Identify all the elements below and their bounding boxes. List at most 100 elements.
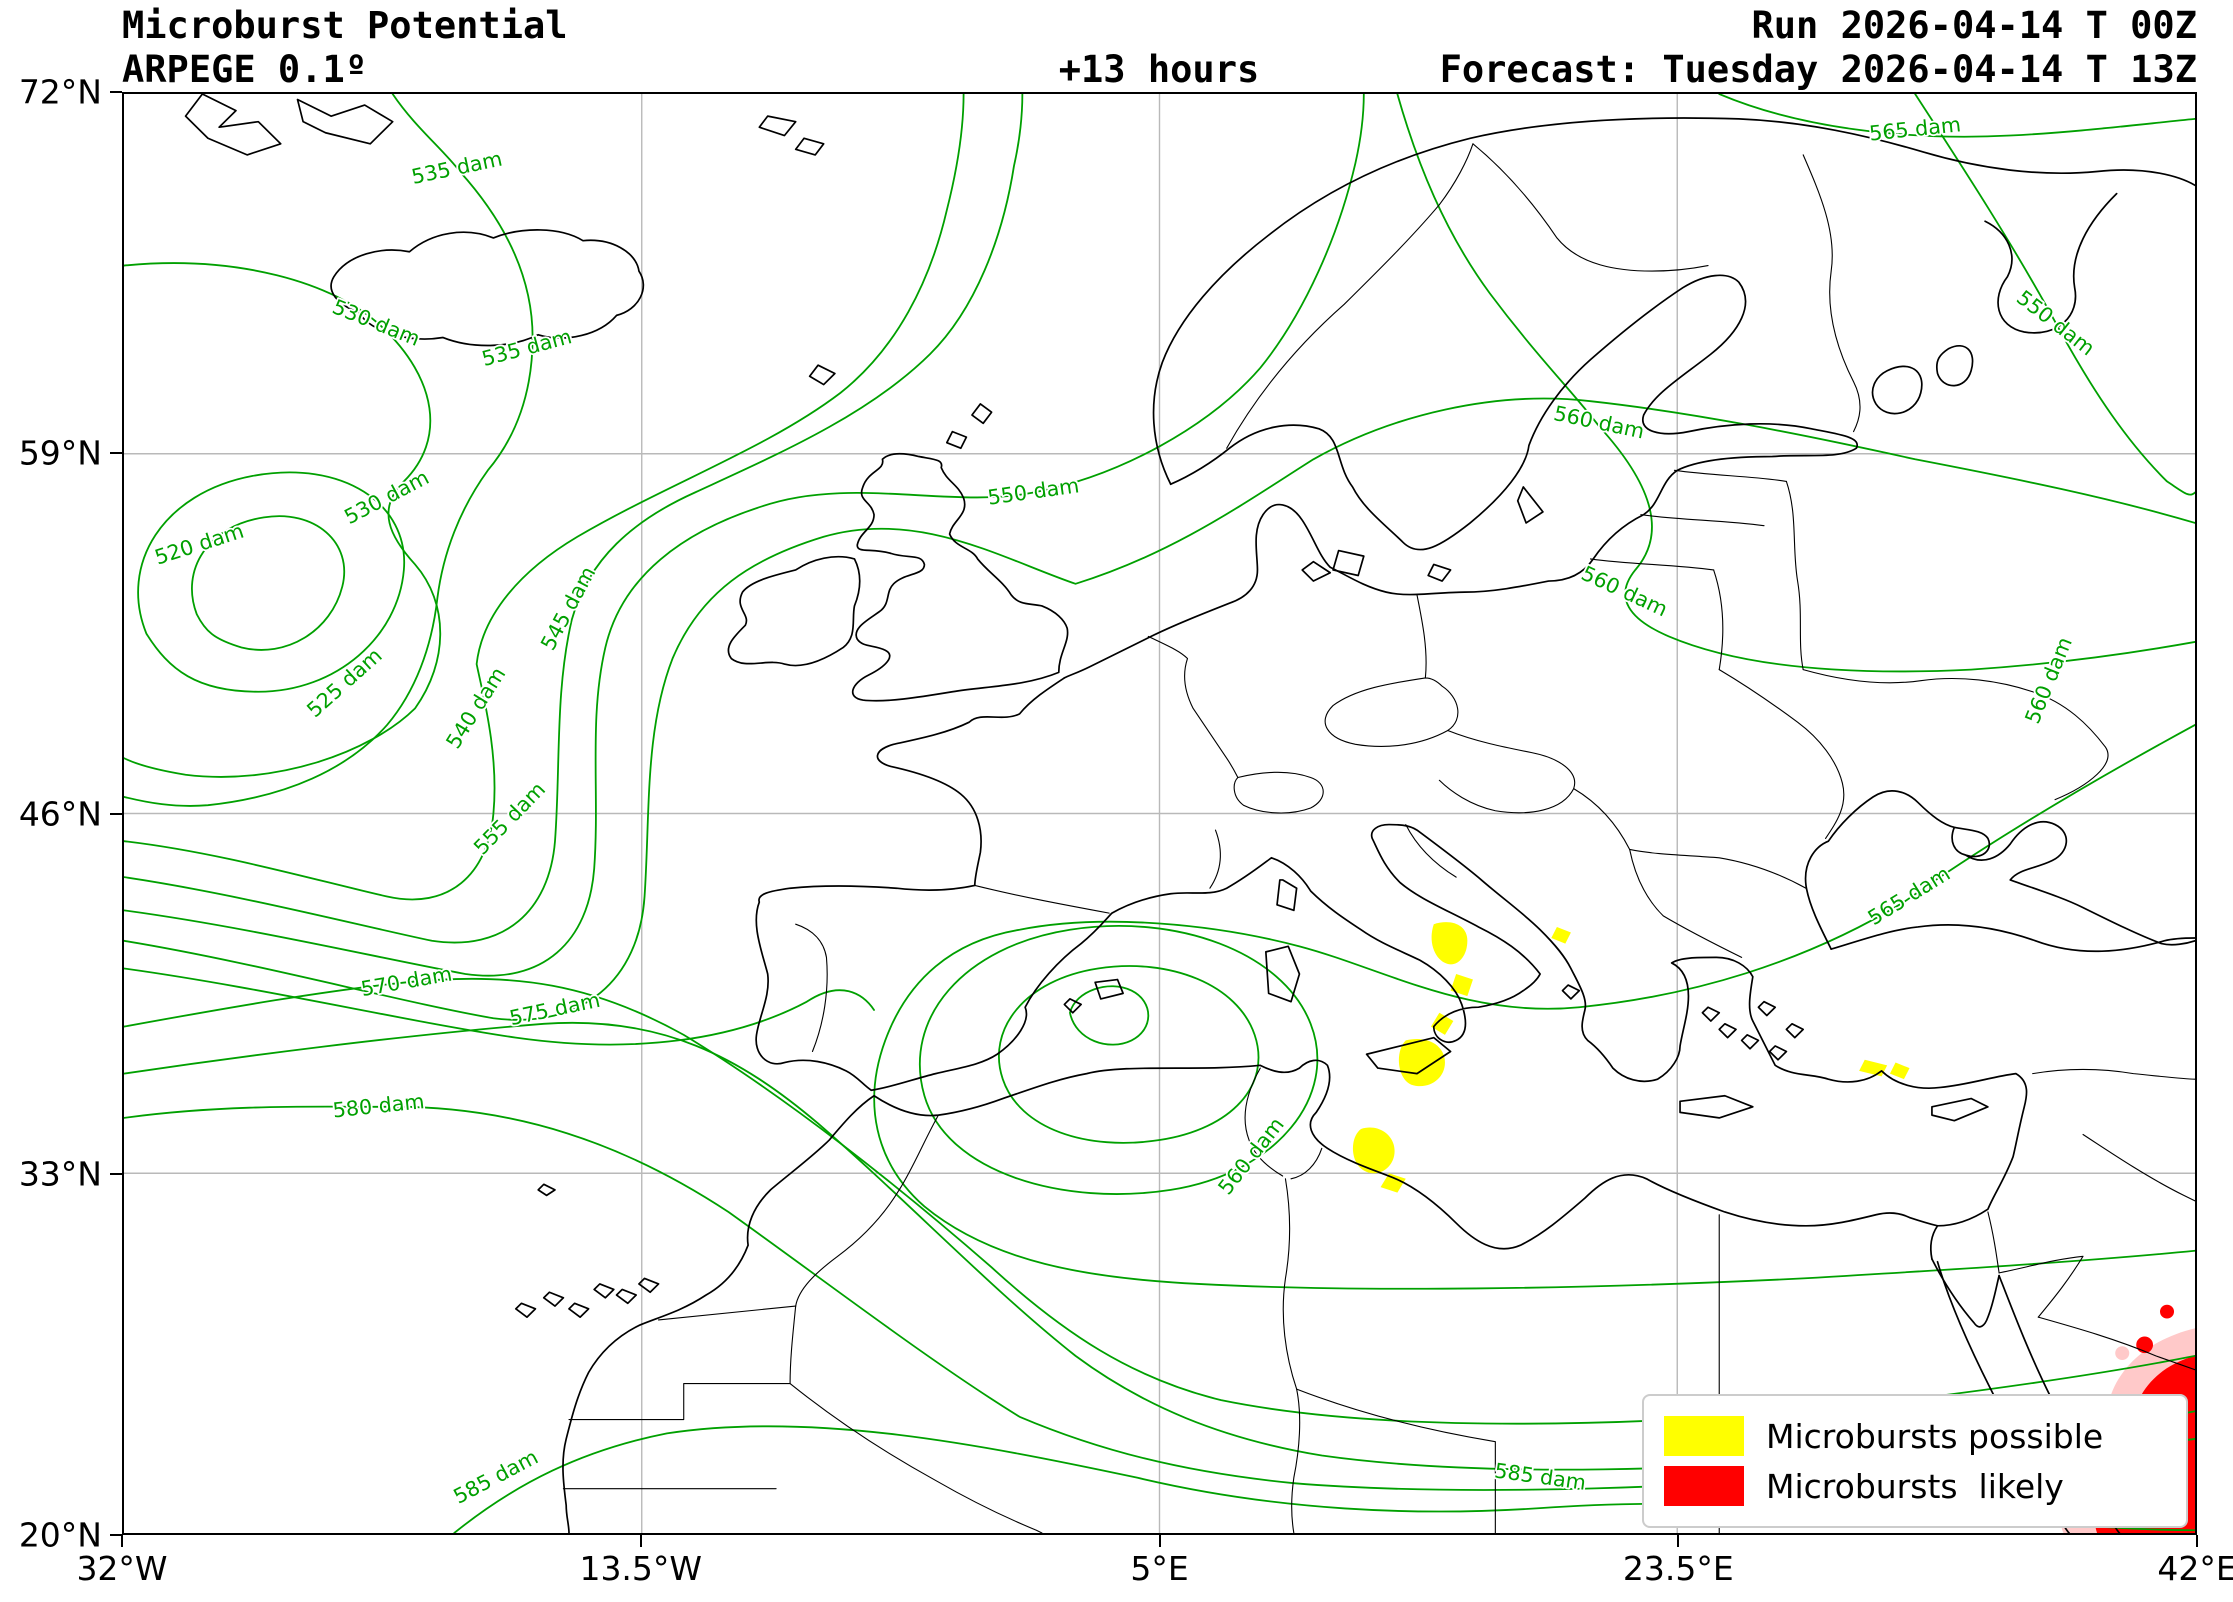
contour-med-inner xyxy=(1070,986,1148,1044)
y-tick-mark xyxy=(110,812,122,815)
contour-540 xyxy=(124,94,964,899)
x-tick-mark xyxy=(121,1535,123,1547)
gotland-coast xyxy=(1518,487,1543,523)
greenland-coast xyxy=(186,94,281,155)
borders-layer xyxy=(563,144,2195,1533)
y-tick-mark xyxy=(110,451,122,454)
x-tick-label: 42°E xyxy=(2157,1549,2233,1588)
ireland-coast xyxy=(728,557,859,666)
x-tick-label: 32°W xyxy=(76,1549,168,1588)
forecast-time-label: Forecast: Tuesday 2026-04-14 T 13Z xyxy=(1439,48,2197,91)
possible-color-swatch xyxy=(1664,1416,1744,1456)
lead-time-label: +13 hours xyxy=(1058,48,1260,91)
grid-layer xyxy=(124,94,2195,1533)
page-title: Microburst Potential xyxy=(122,4,568,47)
y-tick-label: 46°N xyxy=(18,794,102,833)
contour-560-north xyxy=(1397,94,2195,671)
contour-label: 585 dam xyxy=(449,1445,542,1509)
lake-onega xyxy=(1937,346,1973,386)
iceland-coast xyxy=(331,230,643,346)
y-tick-mark xyxy=(110,1173,122,1176)
contour-520 xyxy=(192,516,344,650)
contour-label: 560 dam xyxy=(2020,634,2077,727)
contour-label: 525 dam xyxy=(302,643,387,722)
y-tick-label: 72°N xyxy=(18,72,102,112)
contour-label: 580 dam xyxy=(332,1089,426,1122)
contour-530 xyxy=(124,263,440,777)
contour-label: 530 dam xyxy=(340,465,433,529)
x-tick-label: 23.5°E xyxy=(1622,1549,1734,1588)
y-tick-label: 33°N xyxy=(18,1154,102,1194)
contour-555 xyxy=(124,399,2195,1020)
contour-560-atlantic xyxy=(124,968,874,1044)
canary-islands xyxy=(516,1278,659,1317)
contour-label: 535 dam xyxy=(409,147,504,189)
contour-label: 565 dam xyxy=(1864,861,1955,929)
black-sea-north-coast xyxy=(1806,791,2195,949)
legend: Microbursts possible Microbursts likely xyxy=(1642,1394,2188,1528)
mallorca-coast xyxy=(1095,980,1123,999)
x-tick-mark xyxy=(1158,1535,1161,1547)
likely-label: Microbursts likely xyxy=(1766,1466,2064,1506)
y-tick-label: 20°N xyxy=(18,1515,102,1555)
cyprus-coast xyxy=(1932,1099,1988,1121)
contour-label: 530 dam xyxy=(329,295,423,351)
contour-565-north xyxy=(1719,94,2195,137)
contour-label: 560 dam xyxy=(1578,561,1672,621)
contour-med-mid xyxy=(999,966,1259,1143)
run-time-label: Run 2026-04-14 T 00Z xyxy=(1751,4,2197,47)
contour-label: 540 dam xyxy=(441,663,510,753)
baltic-coast xyxy=(1064,275,1857,678)
x-tick-mark xyxy=(639,1535,642,1547)
contour-label: 570 dam xyxy=(359,962,454,1001)
contours-layer xyxy=(124,94,2195,1533)
sinai-coast xyxy=(1932,1259,1999,1327)
europe-africa-coast xyxy=(563,678,2027,1533)
contour-label: 565 dam xyxy=(1868,112,1962,145)
contour-535 xyxy=(124,94,533,806)
y-axis: 72°N 59°N 46°N 33°N 20°N xyxy=(0,73,122,1555)
corsica-coast xyxy=(1277,880,1297,910)
contour-label: 550 dam xyxy=(986,473,1081,509)
contour-525 xyxy=(138,472,404,691)
contour-label: 520 dam xyxy=(152,519,247,570)
model-label: ARPEGE 0.1º xyxy=(122,48,368,91)
great-britain-coast xyxy=(853,454,1068,701)
faroes-coast xyxy=(810,365,835,384)
microburst-possible-region xyxy=(1431,922,1468,965)
contour-550-ne xyxy=(1915,94,2195,495)
x-tick-label: 5°E xyxy=(1130,1549,1189,1588)
contour-565-south xyxy=(874,725,2195,1289)
contour-545 xyxy=(124,94,1022,943)
coastlines-layer xyxy=(186,94,2195,1533)
madeira xyxy=(538,1184,555,1195)
sardinia-coast xyxy=(1266,946,1300,1001)
contour-label: 535 dam xyxy=(479,324,574,371)
x-axis: 32°W 13.5°W 5°E 23.5°E 42°E xyxy=(76,1535,2233,1599)
legend-item-likely: Microbursts likely xyxy=(1644,1466,2186,1506)
white-sea-coast xyxy=(1985,194,2117,333)
crete-coast xyxy=(1680,1096,1753,1118)
contour-560-med xyxy=(920,926,1318,1194)
possible-label: Microbursts possible xyxy=(1766,1416,2104,1456)
likely-color-swatch xyxy=(1664,1466,1744,1506)
y-tick-label: 59°N xyxy=(18,433,102,473)
contour-label: 555 dam xyxy=(469,777,550,859)
x-tick-label: 13.5°W xyxy=(579,1549,703,1588)
y-tick-mark xyxy=(110,91,122,93)
lake-ladoga xyxy=(1873,366,1922,413)
x-tick-mark xyxy=(1677,1535,1680,1547)
black-sea-south-coast xyxy=(1831,925,2195,951)
norway-barents-coast xyxy=(1154,118,2195,484)
contour-label: 550 dam xyxy=(2012,285,2099,360)
x-tick-mark xyxy=(2196,1535,2198,1547)
map-plot-area: 535 dam 530 dam 535 dam 565 dam 550 dam 560 d… xyxy=(122,92,2197,1535)
map-svg: 535 dam 530 dam 535 dam 565 dam 550 dam 560 d… xyxy=(124,94,2195,1533)
contour-label: 560 dam xyxy=(1552,401,1647,443)
contour-550 xyxy=(124,94,1364,976)
y-tick-mark xyxy=(110,1534,122,1536)
contour-labels-layer: 535 dam 530 dam 535 dam 565 dam 550 dam 560 d… xyxy=(150,111,2101,1511)
contour-label: 560 dam xyxy=(1213,1113,1289,1199)
sicily-coast xyxy=(1367,1038,1451,1074)
